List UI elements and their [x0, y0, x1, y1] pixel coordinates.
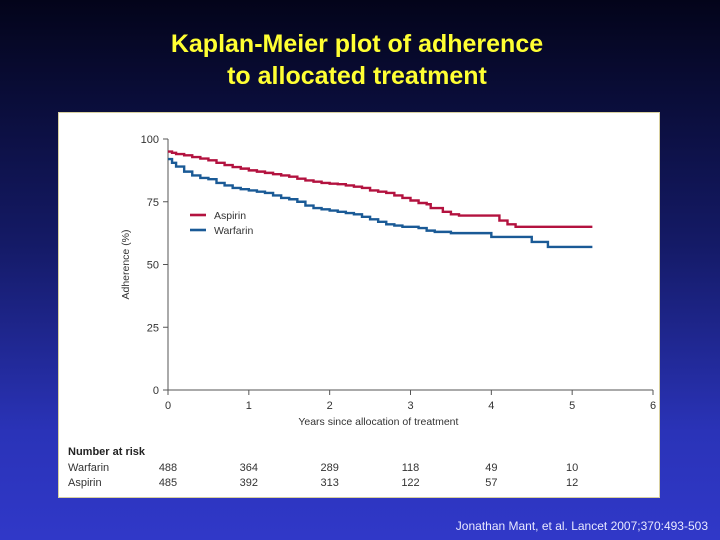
x-tick-label: 1: [246, 400, 252, 412]
x-tick-label: 4: [488, 400, 494, 412]
x-axis-label: Years since allocation of treatment: [298, 416, 458, 428]
legend-label-aspirin: Aspirin: [214, 210, 246, 222]
y-tick-label: 50: [147, 260, 159, 272]
risk-table-cell: 313: [320, 477, 338, 489]
slide-title-line-1: Kaplan-Meier plot of adherence: [170, 30, 544, 58]
chart-panel: 0 25 50 75 100 0 1 2 3 4 5 6 Years since allocation …: [58, 112, 660, 498]
risk-table-title: Number at risk: [68, 446, 146, 458]
risk-table-cell: 485: [159, 477, 177, 489]
series-line-warfarin: [168, 157, 593, 249]
risk-row-label-warfarin: Warfarin: [68, 462, 109, 474]
slide-title-line-2: to allocated treatment: [227, 62, 487, 90]
y-tick-label: 75: [147, 197, 159, 209]
x-tick-label: 0: [165, 400, 171, 412]
risk-row-label-aspirin: Aspirin: [68, 477, 102, 489]
risk-table-cell: 488: [159, 462, 177, 474]
risk-table-cell: 392: [240, 477, 258, 489]
risk-table-cell: 12: [566, 477, 578, 489]
risk-table-cell: 57: [485, 477, 497, 489]
y-tick-label: 0: [153, 385, 159, 397]
risk-table-cell: 122: [401, 477, 419, 489]
y-axis-label: Adherence (%): [120, 229, 132, 299]
legend-label-warfarin: Warfarin: [214, 225, 253, 237]
risk-table-cell: 289: [320, 462, 338, 474]
x-tick-label: 3: [407, 400, 413, 412]
citation: Jonathan Mant, et al. Lancet 2007;370:49…: [455, 519, 708, 533]
slide-title: Kaplan-Meier plot of adherence to alloca…: [0, 28, 714, 92]
x-tick-label: 2: [327, 400, 333, 412]
x-tick-label: 6: [650, 400, 656, 412]
y-tick-label: 25: [147, 322, 159, 334]
risk-table-cell: 364: [240, 462, 258, 474]
risk-table-cell: 118: [402, 462, 420, 474]
x-tick-label: 5: [569, 400, 575, 412]
y-tick-label: 100: [141, 134, 159, 146]
risk-table-cell: 49: [485, 462, 497, 474]
series-line-aspirin: [168, 150, 593, 229]
risk-table-cell: 10: [566, 462, 578, 474]
